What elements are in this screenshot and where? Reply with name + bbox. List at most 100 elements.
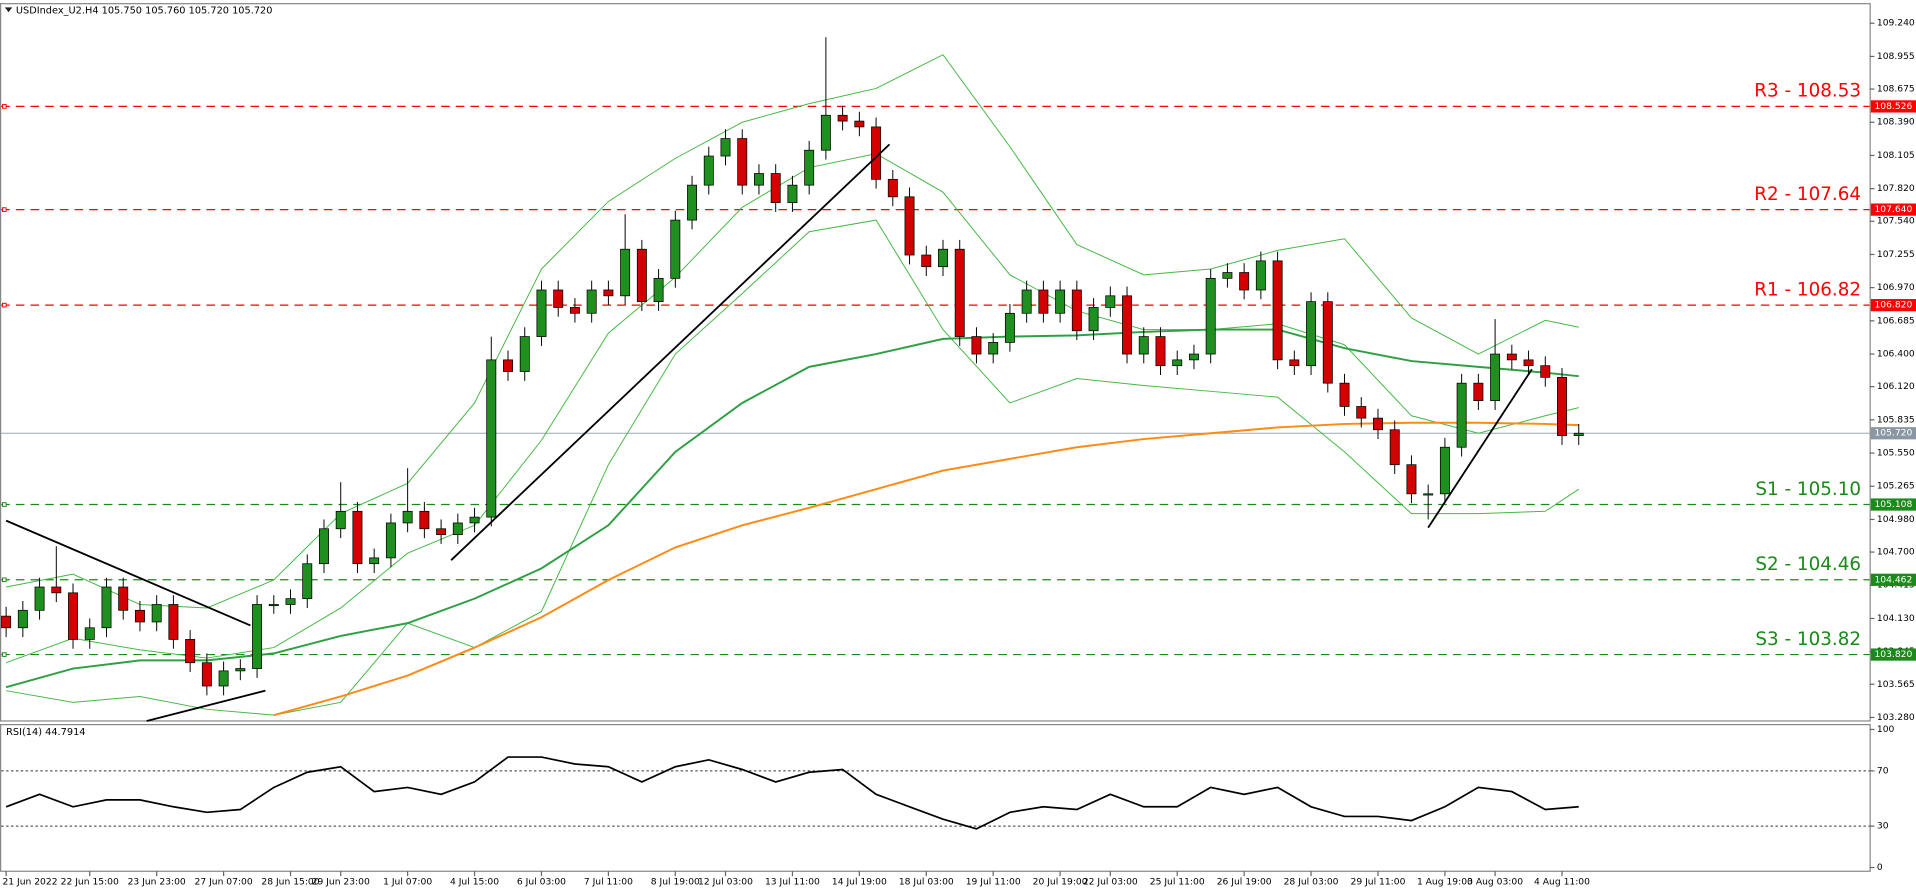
x-tick-label: 14 Jul 19:00 xyxy=(832,877,887,888)
x-tick-label: 26 Jul 19:00 xyxy=(1217,877,1272,888)
candle-body xyxy=(603,289,614,297)
level-label: S3 - 103.82 xyxy=(1755,629,1861,650)
indicator-line xyxy=(6,54,1579,609)
candle-body xyxy=(1389,429,1400,466)
x-tick-label: 21 Jun 2022 xyxy=(2,877,57,888)
candle-body xyxy=(1506,353,1517,361)
trendline xyxy=(450,143,891,561)
candle-body xyxy=(887,178,898,198)
x-tick-label: 25 Jul 11:00 xyxy=(1150,877,1205,888)
y-tick-label: 108.390 xyxy=(1877,117,1915,128)
candle-body xyxy=(854,120,865,128)
x-tick-label: 13 Jul 11:00 xyxy=(765,877,820,888)
x-tick-label: 7 Jul 11:00 xyxy=(584,877,633,888)
candle-body xyxy=(1406,464,1417,495)
candle-body xyxy=(1456,382,1467,448)
candle-body xyxy=(503,359,513,372)
candle-body xyxy=(17,609,28,629)
candle-body xyxy=(151,604,162,623)
candle-body xyxy=(319,528,329,565)
candle-body xyxy=(1,615,12,629)
candle-body xyxy=(1272,260,1283,361)
level-tag xyxy=(1870,573,1916,586)
x-tick-label: 12 Jul 03:00 xyxy=(698,877,753,888)
x-tick-label: 18 Jul 03:00 xyxy=(899,877,954,888)
candle-body xyxy=(904,196,915,256)
x-tick-label: 6 Jul 03:00 xyxy=(517,877,566,888)
y-tick-label: 106.400 xyxy=(1877,349,1915,360)
y-tick-label: 104.700 xyxy=(1877,547,1915,558)
candle-body xyxy=(1557,376,1567,436)
x-tick-label: 3 Aug 03:00 xyxy=(1467,877,1523,888)
x-tick-label: 8 Jul 19:00 xyxy=(651,877,700,888)
candle-body xyxy=(787,184,798,203)
candle-body xyxy=(1373,417,1383,431)
candle-body xyxy=(385,522,396,559)
x-tick-label: 29 Jun 23:00 xyxy=(312,877,370,888)
candle-body xyxy=(486,359,497,518)
level-tag xyxy=(1870,100,1916,113)
rsi-tick-label: 100 xyxy=(1877,724,1895,735)
level-anchor xyxy=(1,502,7,507)
level-label: R2 - 107.64 xyxy=(1754,184,1861,205)
candle-body xyxy=(1105,295,1116,308)
candle-body xyxy=(252,604,263,669)
x-tick-label: 28 Jul 03:00 xyxy=(1284,877,1339,888)
level-label: R1 - 106.82 xyxy=(1754,279,1861,300)
x-tick-label: 1 Jul 07:00 xyxy=(383,877,432,888)
candle-body xyxy=(68,592,78,640)
candle-body xyxy=(1021,289,1032,314)
rsi-tick-label: 70 xyxy=(1877,765,1889,776)
level-tag xyxy=(1870,498,1916,511)
candle-body xyxy=(1138,336,1149,355)
y-tick-label: 109.240 xyxy=(1877,18,1915,29)
candle-body xyxy=(954,248,965,337)
trendline xyxy=(1427,368,1533,529)
candle-body xyxy=(820,114,831,151)
candle-body xyxy=(687,184,698,221)
candle-body xyxy=(988,342,999,355)
candle-body xyxy=(1239,272,1250,291)
chart-title: USDIndex_U2.H4 105.750 105.760 105.720 1… xyxy=(16,5,273,16)
indicator-line xyxy=(6,219,1580,716)
level-tag-label: 103.820 xyxy=(1874,649,1912,660)
x-tick-label: 23 Jun 23:00 xyxy=(128,877,186,888)
candle-body xyxy=(335,510,346,530)
y-tick-label: 106.685 xyxy=(1877,315,1915,326)
candle-body xyxy=(1289,359,1300,367)
candle-body xyxy=(1222,272,1233,279)
y-tick-label: 108.955 xyxy=(1877,51,1915,62)
x-tick-label: 1 Aug 19:00 xyxy=(1417,877,1473,888)
candle-body xyxy=(770,173,781,203)
candle-body xyxy=(1172,359,1183,367)
level-anchor xyxy=(1,652,7,657)
candle-body xyxy=(235,668,246,672)
candle-body xyxy=(352,510,363,565)
candle-body xyxy=(536,289,547,337)
candle-body xyxy=(1523,359,1534,367)
level-anchor xyxy=(1,577,7,583)
candle-body xyxy=(1188,353,1199,361)
candle-body xyxy=(1255,260,1266,291)
candle-body xyxy=(51,586,62,594)
y-tick-label: 104.980 xyxy=(1877,514,1915,525)
x-tick-label: 4 Jul 15:00 xyxy=(450,877,499,888)
candle-body xyxy=(168,604,179,640)
y-tick-label: 105.265 xyxy=(1877,481,1915,492)
candle-body xyxy=(921,254,932,268)
current-price-label: 105.720 xyxy=(1874,428,1912,439)
candle-body xyxy=(469,516,480,524)
x-tick-label: 28 Jun 15:00 xyxy=(261,877,319,888)
candle-body xyxy=(1205,277,1216,355)
candle-body xyxy=(1423,493,1434,496)
candle-body xyxy=(1071,289,1082,332)
candle-body xyxy=(1306,301,1317,367)
candle-body xyxy=(1339,382,1350,407)
x-tick-label: 22 Jun 15:00 xyxy=(61,877,119,888)
level-tag-label: 106.820 xyxy=(1874,300,1912,311)
y-tick-label: 103.280 xyxy=(1877,712,1915,723)
candle-body xyxy=(419,510,430,530)
y-tick-label: 105.835 xyxy=(1877,414,1915,425)
